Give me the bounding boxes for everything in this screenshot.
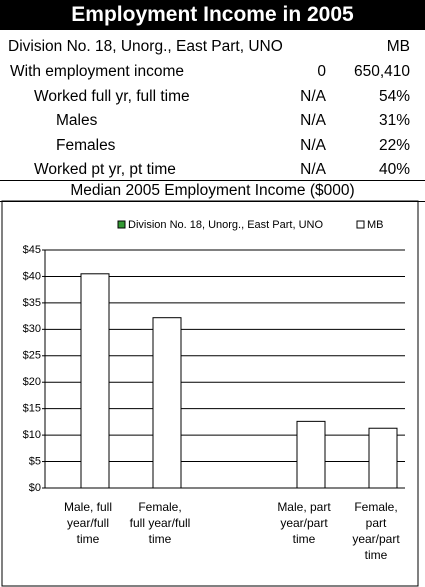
- y-tick-label: $20: [23, 376, 41, 388]
- chart-title: Median 2005 Employment Income ($000): [0, 180, 425, 202]
- cell-value: 650,410: [353, 63, 410, 80]
- legend-label: MB: [367, 219, 384, 231]
- cell-value: N/A: [300, 87, 326, 105]
- cell-value: 22%: [378, 136, 410, 154]
- y-tick-label: $30: [23, 323, 41, 335]
- y-tick-label: $0: [29, 482, 41, 494]
- bar: [80, 273, 110, 489]
- row-label: Worked pt yr, pt time: [34, 161, 176, 178]
- cell-value: 54%: [378, 87, 410, 105]
- column-header: MB: [386, 38, 410, 55]
- row-label: Females: [56, 136, 116, 154]
- row-label: With employment income: [10, 63, 185, 80]
- cell-value: 0: [317, 63, 326, 80]
- cell-value: 31%: [378, 112, 410, 129]
- x-tick-label: Male, full year/full time: [63, 500, 113, 546]
- cell-value: 40%: [378, 161, 410, 178]
- y-tick-label: $45: [23, 244, 41, 256]
- bar: [152, 317, 182, 489]
- x-tick-label: Female, full year/full time: [129, 500, 191, 546]
- x-tick-label: Female, part year/part time: [352, 500, 400, 562]
- cell-value: N/A: [300, 112, 326, 129]
- x-tick-label: Male, part year/part time: [277, 500, 331, 546]
- legend-label: Division No. 18, Unorg., East Part, UNO: [128, 219, 323, 231]
- y-tick-label: $10: [23, 429, 41, 441]
- title: Employment Income in 2005: [0, 0, 425, 30]
- row-label: Males: [56, 112, 98, 129]
- legend-swatch: [356, 220, 365, 229]
- y-tick-label: $15: [23, 403, 41, 415]
- bar: [296, 420, 326, 489]
- y-tick-label: $25: [23, 350, 41, 362]
- y-tick-label: $5: [29, 455, 41, 467]
- y-tick-label: $40: [23, 270, 41, 282]
- y-tick-label: $35: [23, 297, 41, 309]
- row-label: Worked full yr, full time: [34, 87, 190, 105]
- column-header: Division No. 18, Unorg., East Part, UNO: [8, 38, 283, 55]
- bar: [368, 427, 398, 489]
- cell-value: N/A: [300, 161, 326, 178]
- legend-swatch: [117, 220, 126, 229]
- cell-value: N/A: [300, 136, 326, 154]
